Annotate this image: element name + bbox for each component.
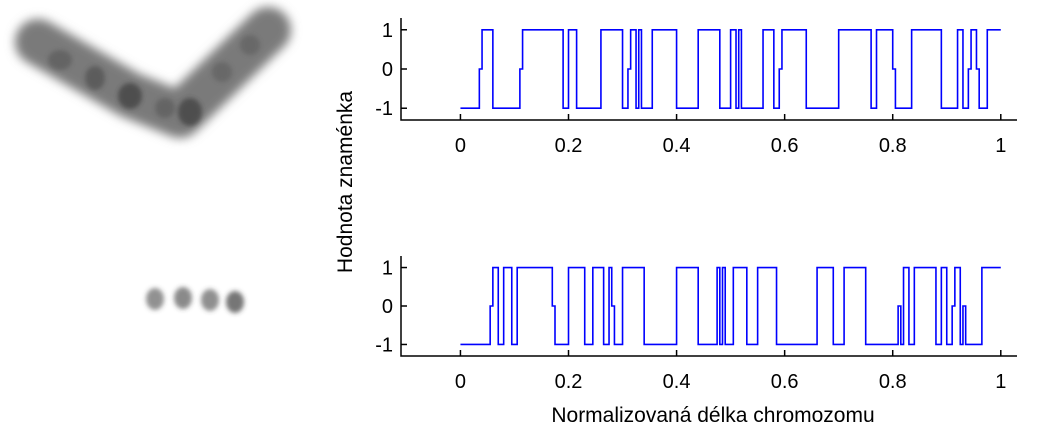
x-tick-label: 1 <box>995 371 1006 393</box>
y-tick-label: 1 <box>382 258 393 280</box>
x-tick-label: 0 <box>455 371 466 393</box>
sign-value-series <box>460 28 1001 110</box>
sign-value-series <box>460 266 1001 346</box>
y-tick-label: -1 <box>375 334 393 356</box>
axis-frame <box>400 256 1017 357</box>
y-tick-label: 0 <box>382 59 393 81</box>
x-tick-label: 0.4 <box>663 371 691 393</box>
plot-bottom: 1 0 -1 0 0.2 0.4 0.6 0.8 1 <box>375 256 1017 393</box>
x-tick-label: 0.4 <box>663 135 691 157</box>
axis-frame <box>400 18 1017 121</box>
chromosome-bent-image <box>15 7 291 138</box>
x-tick-label: 0.2 <box>555 371 583 393</box>
x-tick-label: 0.8 <box>879 371 907 393</box>
y-tick-label: 1 <box>382 20 393 42</box>
x-tick-label: 1 <box>995 135 1006 157</box>
y-tick-label: 0 <box>382 296 393 318</box>
y-axis-label: Hodnota znaménka <box>334 91 357 273</box>
x-tick-label: 0.6 <box>771 371 799 393</box>
x-tick-label: 0.8 <box>879 135 907 157</box>
x-axis-label: Normalizovaná délka chromozomu <box>551 404 874 427</box>
y-tick-label: -1 <box>375 98 393 120</box>
x-tick-label: 0.6 <box>771 135 799 157</box>
chromosome-short-image <box>104 279 261 321</box>
x-tick-label: 0 <box>455 135 466 157</box>
x-tick-label: 0.2 <box>555 135 583 157</box>
plot-top: 1 0 -1 0 0.2 0.4 0.6 0.8 1 <box>375 18 1017 157</box>
